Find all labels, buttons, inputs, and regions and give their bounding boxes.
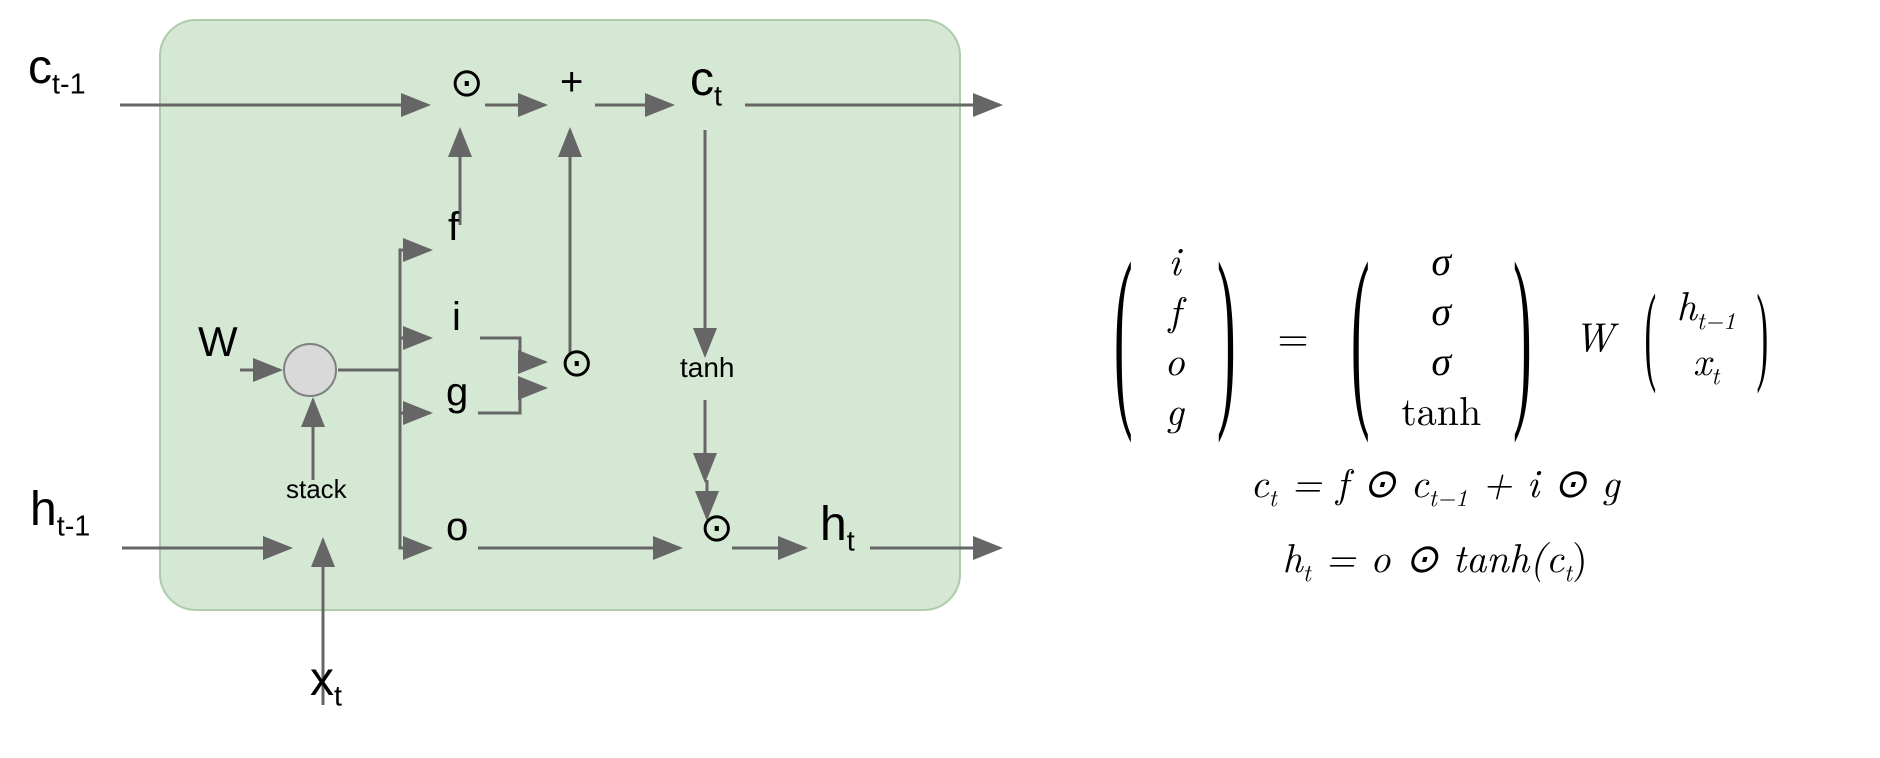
vec-input: ht−1 xt — [1668, 275, 1743, 393]
equals-sign: = — [1277, 306, 1308, 363]
W-symbol: W — [1574, 306, 1614, 363]
hidden-state-equation: ht = o ⊙ tanh(ct) — [1020, 527, 1850, 588]
weight-multiply-node — [284, 344, 336, 396]
equations-block: ( i f o g ) = ( σ σ σ tanh ) W ( ht−1 — [1020, 230, 1850, 588]
lstm-diagram — [0, 0, 1020, 758]
vec-activations: σ σ σ tanh — [1393, 230, 1489, 438]
label-odot_bot: ⊙ — [700, 505, 734, 551]
label-stack: stack — [286, 474, 347, 505]
gate-equation: ( i f o g ) = ( σ σ σ tanh ) W ( ht−1 — [1020, 230, 1850, 438]
label-c_prev: ct-1 — [28, 40, 86, 102]
cell-state-equation: ct = f ⊙ ct−1 + i ⊙ g — [1020, 452, 1850, 513]
label-h_t: ht — [820, 497, 855, 559]
label-f: f — [448, 205, 459, 250]
vec-left: i f o g — [1156, 230, 1192, 438]
label-c_t: ct — [690, 52, 722, 114]
label-h_prev: ht-1 — [30, 482, 90, 544]
label-odot_mid: ⊙ — [560, 340, 594, 386]
label-x_t: xt — [310, 652, 342, 714]
label-W: W — [198, 318, 238, 366]
label-i: i — [452, 295, 461, 340]
label-odot_top: ⊙ — [450, 60, 484, 106]
label-o: o — [446, 505, 468, 550]
label-g: g — [446, 370, 468, 415]
label-tanh: tanh — [680, 352, 735, 384]
label-plus: + — [560, 60, 583, 105]
